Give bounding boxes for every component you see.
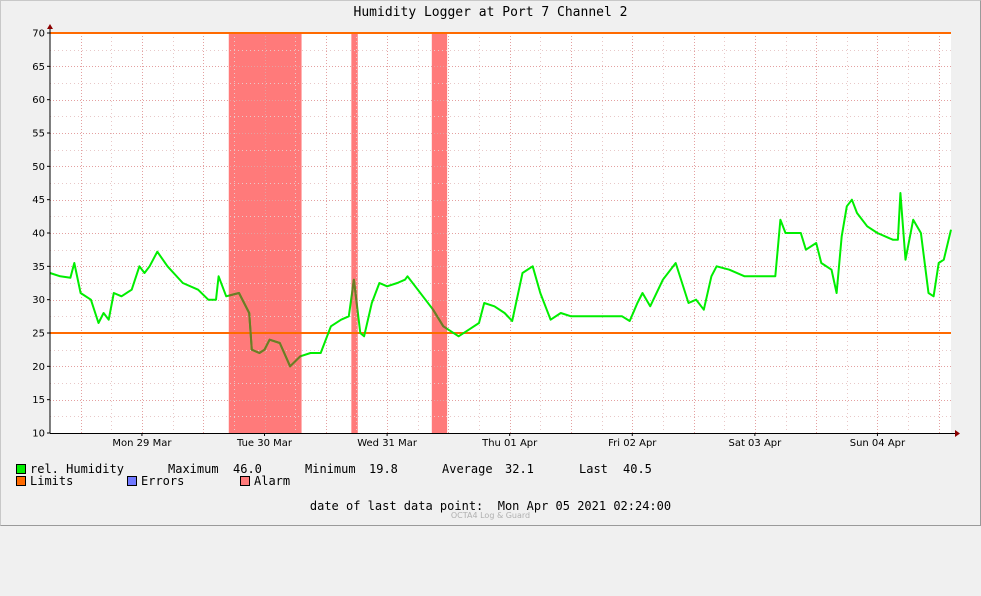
limits-swatch	[16, 475, 26, 486]
x-tick-label: Mon 29 Mar	[112, 438, 172, 449]
humidity-swatch	[16, 463, 26, 474]
y-axis-arrow	[47, 24, 53, 29]
humidity-series	[49, 192, 952, 368]
alarm-band-2	[351, 33, 358, 433]
legend-alarm-label: Alarm	[254, 474, 291, 488]
legend-minimum-value: 19.8	[369, 462, 398, 476]
legend-row-humidity: rel. Humidity Maximum 46.0 Minimum 19.8 …	[16, 463, 652, 475]
legend-errors-label: Errors	[141, 474, 185, 488]
alarm-swatch	[240, 475, 250, 486]
y-tick-label: 30	[32, 295, 45, 306]
x-tick-label: Fri 02 Apr	[608, 438, 657, 449]
legend-minimum-label: Minimum	[305, 462, 356, 476]
legend: rel. Humidity Maximum 46.0 Minimum 19.8 …	[16, 463, 652, 487]
y-tick-label: 15	[32, 395, 45, 406]
x-tick-label: Wed 31 Mar	[357, 438, 418, 449]
y-tick-label: 45	[32, 195, 45, 206]
y-tick-label: 25	[32, 329, 45, 340]
errors-swatch	[127, 475, 137, 486]
y-tick-label: 55	[32, 129, 45, 140]
x-tick-label: Sun 04 Apr	[850, 438, 906, 449]
legend-last-value: 40.5	[623, 462, 652, 476]
last-point-label: date of last data point:	[309, 499, 484, 513]
y-tick-label: 35	[32, 262, 45, 273]
watermark: OCTA4 Log & Guard	[450, 511, 531, 520]
last-point-value: Mon Apr 05 2021 02:24:00	[497, 499, 672, 513]
x-axis-arrow	[955, 430, 960, 437]
humidity-line	[49, 192, 952, 368]
limit-lines	[50, 32, 951, 334]
last-data-point: date of last data point: Mon Apr 05 2021…	[0, 499, 981, 513]
chart-title: Humidity Logger at Port 7 Channel 2	[353, 5, 628, 20]
legend-average-value: 32.1	[505, 462, 534, 476]
legend-row-limits: Limits Errors Alarm	[16, 475, 290, 487]
legend-humidity-label: rel. Humidity	[30, 462, 124, 476]
axes	[47, 24, 960, 437]
y-tick-label: 70	[32, 29, 45, 40]
x-tick-label: Thu 01 Apr	[481, 438, 538, 449]
y-tick-label: 60	[32, 95, 45, 106]
legend-average-label: Average	[442, 462, 493, 476]
plot-area: 10 15 20 25 30 35 40 45 50 55 60 65 70 Mon 29 Mar Tue…	[32, 24, 960, 449]
y-tick-label: 50	[32, 162, 45, 173]
y-tick-label: 65	[32, 62, 45, 73]
legend-last-label: Last	[579, 462, 608, 476]
x-tick-label: Sat 03 Apr	[728, 438, 782, 449]
x-tick-label: Tue 30 Mar	[236, 438, 293, 449]
legend-maximum-label: Maximum	[168, 462, 219, 476]
legend-maximum-value: 46.0	[233, 462, 262, 476]
y-tick-label: 40	[32, 229, 45, 240]
legend-limits-label: Limits	[30, 474, 74, 488]
y-tick-labels: 10 15 20 25 30 35 40 45 50 55 60 65 70	[32, 29, 45, 440]
y-tick-label: 20	[32, 362, 45, 373]
x-tick-labels: Mon 29 Mar Tue 30 Mar Wed 31 Mar Thu 01 Apr…	[112, 438, 906, 449]
y-tick-label: 10	[32, 429, 45, 440]
